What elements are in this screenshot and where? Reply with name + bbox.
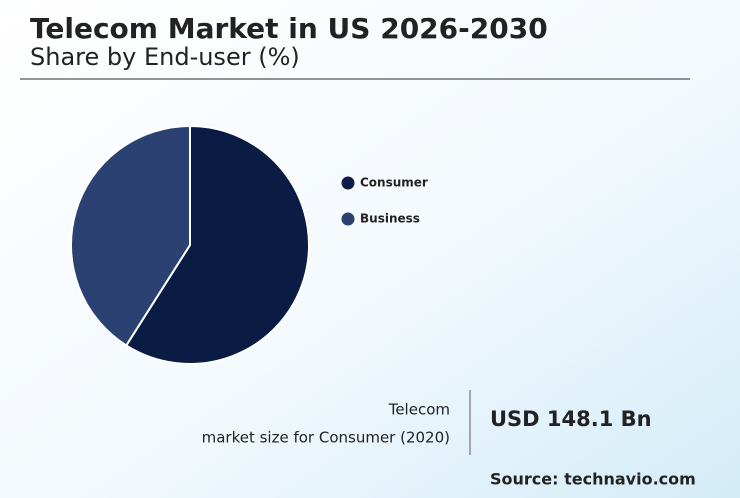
callout-label: Telecom xyxy=(388,401,450,419)
pie xyxy=(70,124,310,365)
callout-value: USD 148.1 Bn xyxy=(490,407,652,431)
legend-label: Consumer xyxy=(360,176,428,190)
legend: Consumer Business xyxy=(341,176,428,226)
legend-marker xyxy=(341,212,355,226)
chart-title: Telecom Market in US 2026-2030 xyxy=(30,12,548,45)
source: Source: technavio.com xyxy=(490,470,696,489)
pie-slice xyxy=(124,124,310,365)
legend-marker xyxy=(341,176,355,190)
legend-label: Business xyxy=(360,212,420,226)
callout-label: market size for Consumer (2020) xyxy=(202,429,450,447)
pie-slice xyxy=(70,124,191,347)
chart-subtitle: Share by End-user (%) xyxy=(30,43,300,71)
